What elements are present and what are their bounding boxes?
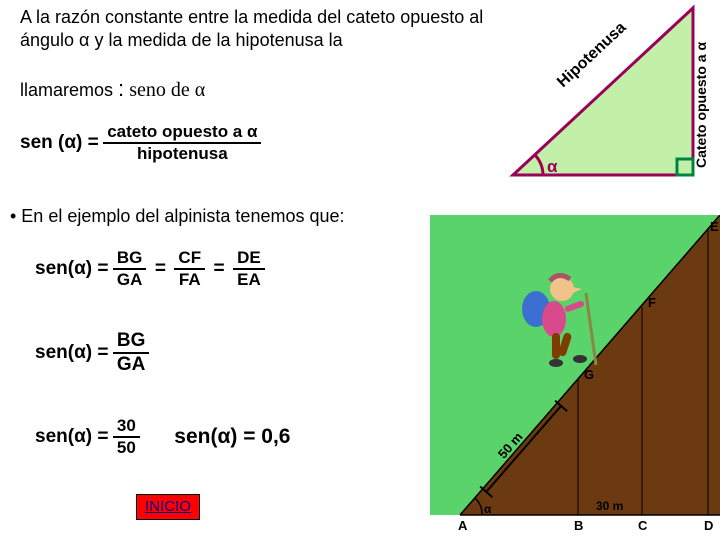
triangle-diagram: α Hipotenusa Cateto opuesto a α	[505, 0, 720, 200]
llamaremos-line: llamaremos : seno de α	[20, 76, 205, 102]
eq-1: =	[151, 258, 170, 280]
numeric-lhs: sen(α) =	[35, 426, 108, 448]
pt-d: D	[704, 518, 713, 533]
alpha-label-mtn: α	[484, 502, 492, 516]
bgga-den: GA	[113, 354, 150, 376]
chain-frac-3: DE EA	[233, 248, 265, 290]
bgga-lhs: sen(α) =	[35, 342, 108, 364]
chain-f2-den: FA	[174, 270, 205, 290]
pt-a: A	[458, 518, 467, 533]
numeric-den: 50	[113, 438, 140, 458]
eq-2: =	[210, 258, 229, 280]
opposite-label: Cateto opuesto a α	[693, 42, 709, 168]
pt-b: B	[574, 518, 583, 533]
chain-f2-num: CF	[174, 248, 205, 270]
bgga-num: BG	[113, 330, 150, 354]
fraction-den: hipotenusa	[103, 144, 261, 164]
seno-de-alpha-label: seno de α	[129, 79, 205, 101]
chain-f1-num: BG	[113, 248, 147, 270]
chain-lhs: sen(α) =	[35, 258, 108, 280]
chain-f3-den: EA	[233, 270, 265, 290]
chain-frac-1: BG GA	[113, 248, 147, 290]
formula-numeric: sen(α) = 30 50 sen(α) = 0,6	[35, 416, 291, 458]
pt-f: F	[648, 295, 656, 310]
inicio-button[interactable]: INICIO	[136, 494, 200, 520]
formula-lhs: sen (α) =	[20, 132, 99, 154]
alpha-label: α	[547, 157, 558, 176]
formula-fraction: cateto opuesto a α hipotenusa	[103, 122, 261, 164]
mountain-diagram: 50 m 30 m α	[430, 215, 720, 535]
example-bullet: • En el ejemplo del alpinista tenemos qu…	[10, 206, 345, 227]
formula-bgga: sen(α) = BG GA	[35, 330, 149, 376]
bgga-frac: BG GA	[113, 330, 150, 376]
pt-e: E	[710, 219, 719, 234]
chain-f1-den: GA	[113, 270, 147, 290]
chain-f3-num: DE	[233, 248, 265, 270]
fraction-num: cateto opuesto a α	[103, 122, 261, 144]
llamaremos-word: llamaremos	[20, 80, 113, 100]
pt-c: C	[638, 518, 647, 533]
numeric-frac: 30 50	[113, 416, 140, 458]
pt-g: G	[584, 367, 594, 382]
triangle-svg: α Hipotenusa Cateto opuesto a α	[505, 0, 720, 200]
formula-chain: sen(α) = BG GA = CF FA = DE EA	[35, 248, 265, 290]
numeric-num: 30	[113, 416, 140, 438]
mountain-svg: 50 m 30 m α	[430, 215, 720, 535]
colon: :	[118, 76, 124, 101]
len-30m: 30 m	[596, 499, 623, 513]
formula-sen-definition: sen (α) = cateto opuesto a α hipotenusa	[20, 122, 261, 164]
intro-paragraph: A la razón constante entre la medida del…	[20, 6, 500, 53]
chain-frac-2: CF FA	[174, 248, 205, 290]
numeric-result: sen(α) = 0,6	[174, 425, 290, 449]
